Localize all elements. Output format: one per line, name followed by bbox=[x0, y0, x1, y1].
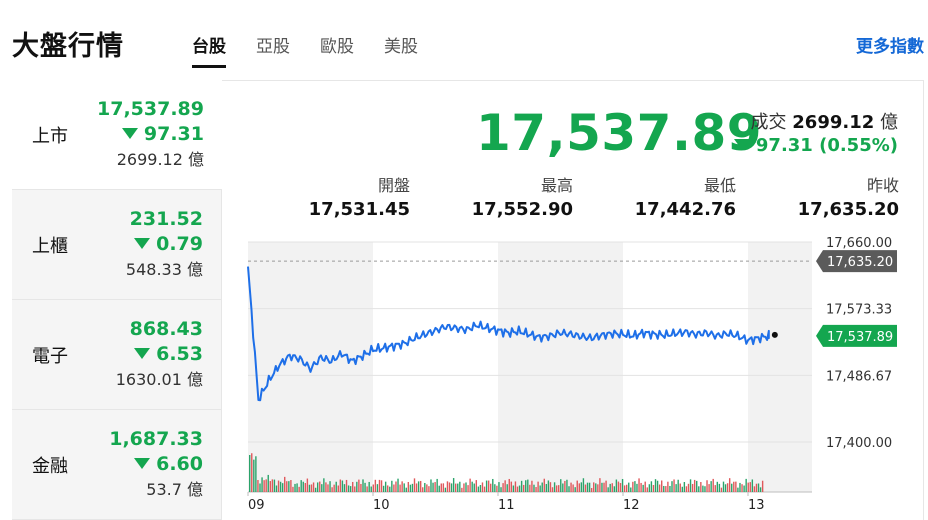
sidebar-item-figures: 1,687.33 6.60 53.7 億 bbox=[109, 427, 203, 502]
tab-taiwan[interactable]: 台股 bbox=[192, 32, 226, 68]
down-triangle-icon bbox=[134, 348, 151, 359]
stat-value: 17,442.76 bbox=[634, 199, 736, 220]
index-change-value: 97.31 bbox=[143, 123, 204, 145]
index-change-value: 6.60 bbox=[156, 453, 203, 475]
sidebar-item-label: 電子 bbox=[32, 346, 68, 367]
index-change: 0.79 bbox=[126, 232, 203, 257]
sidebar-item-finance[interactable]: 金融 1,687.33 6.60 53.7 億 bbox=[12, 410, 222, 520]
index-change: 6.60 bbox=[109, 452, 203, 477]
sidebar-item-label: 上櫃 bbox=[32, 236, 68, 257]
index-change-value: 0.79 bbox=[156, 233, 203, 255]
header: 大盤行情 台股 亞股 歐股 美股 更多指數 bbox=[0, 0, 928, 80]
sidebar-item-otc[interactable]: 上櫃 231.52 0.79 548.33 億 bbox=[12, 190, 222, 300]
index-value: 17,537.89 bbox=[97, 98, 204, 120]
stat-label: 最高 bbox=[540, 176, 573, 195]
index-sidebar: 上市 17,537.89 97.31 2699.12 億 上櫃 231.52 0… bbox=[12, 80, 222, 520]
down-triangle-icon bbox=[733, 139, 750, 150]
tab-europe[interactable]: 歐股 bbox=[320, 37, 354, 57]
turnover-label: 成交 bbox=[750, 112, 787, 133]
down-triangle-icon bbox=[134, 238, 151, 249]
page-title: 大盤行情 bbox=[12, 31, 124, 62]
index-change-value: 6.53 bbox=[156, 343, 203, 365]
stat-value: 17,552.90 bbox=[471, 199, 573, 220]
index-volume: 53.7 億 bbox=[146, 480, 203, 499]
index-value: 1,687.33 bbox=[109, 428, 203, 450]
tab-us[interactable]: 美股 bbox=[384, 37, 418, 57]
stat-high: 最高 17,552.90 bbox=[472, 175, 573, 223]
sidebar-item-label: 金融 bbox=[32, 456, 68, 477]
index-change: 6.53 bbox=[116, 342, 203, 367]
stat-open: 開盤 17,531.45 bbox=[309, 175, 410, 223]
sidebar-item-figures: 231.52 0.79 548.33 億 bbox=[126, 207, 203, 282]
index-change: 97.31 bbox=[97, 122, 204, 147]
stat-label: 開盤 bbox=[377, 176, 410, 195]
price-change: 97.31 (0.55%) bbox=[733, 135, 898, 156]
tab-asia[interactable]: 亞股 bbox=[256, 37, 290, 57]
index-value: 868.43 bbox=[129, 318, 203, 340]
sidebar-item-listed[interactable]: 上市 17,537.89 97.31 2699.12 億 bbox=[12, 80, 222, 190]
market-tabs: 台股 亞股 歐股 美股 bbox=[192, 32, 448, 68]
more-indices-link[interactable]: 更多指數 bbox=[856, 37, 924, 57]
down-triangle-icon bbox=[121, 128, 138, 139]
stat-label: 昨收 bbox=[866, 176, 899, 195]
stat-prev-close: 昨收 17,635.20 bbox=[798, 175, 899, 223]
turnover: 成交 2699.12 億 bbox=[751, 108, 898, 134]
stat-value: 17,635.20 bbox=[797, 199, 899, 220]
stat-value: 17,531.45 bbox=[308, 199, 410, 220]
sidebar-item-label: 上市 bbox=[32, 126, 68, 147]
index-volume: 548.33 億 bbox=[125, 260, 203, 279]
price-change-value: 97.31 (0.55%) bbox=[755, 135, 898, 156]
stat-low: 最低 17,442.76 bbox=[635, 175, 736, 223]
index-volume: 1630.01 億 bbox=[115, 370, 203, 389]
index-volume: 2699.12 億 bbox=[116, 150, 204, 169]
down-triangle-icon bbox=[134, 458, 151, 469]
turnover-value: 2699.12 bbox=[792, 112, 875, 133]
index-value: 231.52 bbox=[129, 208, 203, 230]
current-price: 17,537.89 bbox=[476, 104, 763, 162]
turnover-unit: 億 bbox=[880, 112, 898, 133]
sidebar-item-figures: 17,537.89 97.31 2699.12 億 bbox=[97, 97, 204, 172]
sidebar-item-electronics[interactable]: 電子 868.43 6.53 1630.01 億 bbox=[12, 300, 222, 410]
sidebar-item-figures: 868.43 6.53 1630.01 億 bbox=[116, 317, 203, 392]
stat-label: 最低 bbox=[703, 176, 736, 195]
